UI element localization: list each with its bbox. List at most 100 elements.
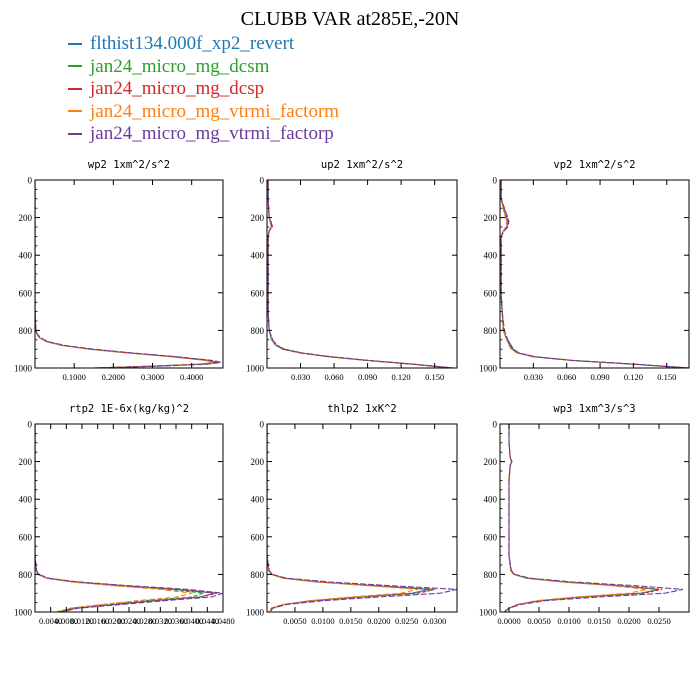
panel-title: up2 1xm^2/s^2 [321,159,403,171]
y-tick-label: 1000 [479,608,498,618]
series-line [267,180,453,368]
x-tick-label: 0.120 [624,372,643,382]
chart-panel: wp2 1xm^2/s^2 0 200 400 600 800 1000 0.1000 0.20… [14,159,224,382]
plot-frame [266,179,458,369]
chart-panel: up2 1xm^2/s^2 0 200 400 600 800 1000 0.030 0.060… [246,159,458,382]
y-tick-label: 400 [19,251,33,261]
y-tick-label: 0 [260,176,265,186]
x-tick-label: 0.4000 [180,372,203,382]
legend-line-swatch [68,42,82,45]
y-tick-label: 1000 [246,364,265,374]
x-tick-label: 0.0120 [70,616,93,626]
x-tick-label: 0.0300 [423,616,446,626]
series-line [500,180,689,368]
series-line [35,424,218,612]
legend-entry: flthist134.000f_xp2_revert [68,33,339,56]
y-tick-label: 0 [493,420,498,430]
legend-label: flthist134.000f_xp2_revert [90,33,295,54]
y-tick-label: 200 [484,213,498,223]
x-tick-label: 0.0320 [149,616,172,626]
y-tick-label: 800 [19,570,33,580]
y-tick-label: 800 [484,570,498,580]
legend-line-swatch [68,110,82,113]
y-tick-label: 1000 [14,608,33,618]
y-tick-label: 800 [19,326,33,336]
x-tick-label: 0.0280 [133,616,156,626]
panel-title: rtp2 1E-6x(kg/kg)^2 [69,403,189,415]
y-tick-label: 1000 [14,364,33,374]
x-tick-label: 0.060 [324,372,343,382]
x-tick-label: 0.0200 [102,616,125,626]
panel-title: wp2 1xm^2/s^2 [88,159,170,171]
x-tick-label: 0.0250 [647,616,670,626]
legend-label: jan24_micro_mg_dcsp [90,78,265,99]
y-tick-label: 600 [251,532,265,542]
y-tick-label: 0 [28,176,33,186]
panel-title: wp3 1xm^3/s^3 [553,403,635,415]
x-tick-label: 0.0080 [55,616,78,626]
series-line [500,180,689,368]
x-tick-label: 0.0040 [39,616,62,626]
x-tick-label: 0.030 [291,372,310,382]
y-tick-label: 200 [19,213,33,223]
x-tick-label: 0.3000 [141,372,164,382]
x-tick-label: 0.0200 [367,616,390,626]
x-tick-label: 0.060 [557,372,576,382]
series-line [500,180,689,368]
plot-frame [499,179,690,369]
series-line [35,180,214,368]
panel-title: thlp2 1xK^2 [327,403,397,415]
x-tick-label: 0.090 [358,372,377,382]
y-tick-label: 1000 [246,608,265,618]
legend-label: jan24_micro_mg_dcsm [90,55,270,77]
y-tick-label: 400 [484,251,498,261]
x-tick-label: 0.0050 [283,616,306,626]
series-line [35,180,220,368]
y-tick-label: 200 [484,457,498,467]
series-line [267,424,419,612]
legend-entry: jan24_micro_mg_vtrmi_factorm [68,101,339,124]
legend-line-swatch [68,132,82,135]
y-tick-label: 1000 [479,364,498,374]
y-tick-label: 400 [251,251,265,261]
y-tick-label: 400 [19,495,33,505]
series-line [500,180,689,368]
x-tick-label: 0.150 [425,372,444,382]
series-line [267,424,435,612]
series-line [35,424,192,612]
series-line [35,180,218,368]
x-tick-label: 0.2000 [102,372,125,382]
y-tick-label: 800 [251,570,265,580]
series-line [267,180,453,368]
x-tick-label: 0.0240 [117,616,140,626]
x-tick-label: 0.0100 [557,616,580,626]
y-tick-label: 800 [484,326,498,336]
x-tick-label: 0.120 [392,372,411,382]
x-tick-label: 0.0050 [527,616,550,626]
x-tick-label: 0.0000 [497,616,520,626]
x-tick-label: 0.0480 [211,616,234,626]
series-line [503,424,684,612]
series-line [500,180,689,368]
legend-label: jan24_micro_mg_vtrmi_factorm [90,100,340,122]
y-tick-label: 400 [484,495,498,505]
y-tick-label: 0 [28,420,33,430]
panel-title: vp2 1xm^2/s^2 [553,159,635,171]
y-tick-label: 600 [19,532,33,542]
legend-entry: jan24_micro_mg_dcsp [68,78,339,101]
y-tick-label: 0 [493,176,498,186]
series-line [267,424,457,612]
y-tick-label: 600 [251,288,265,298]
y-tick-label: 800 [251,326,265,336]
x-tick-label: 0.0200 [617,616,640,626]
chart-panel: vp2 1xm^2/s^2 0 200 400 600 800 1000 0.030 0.060… [479,159,690,382]
y-tick-label: 200 [251,457,265,467]
x-tick-label: 0.0160 [86,616,109,626]
figure-title: CLUBB VAR at285E,-20N [240,8,460,30]
legend-line-swatch [68,87,82,90]
legend-label: jan24_micro_mg_vtrmi_factorp [90,123,334,144]
x-tick-label: 0.0440 [196,616,219,626]
series-line [503,424,648,612]
